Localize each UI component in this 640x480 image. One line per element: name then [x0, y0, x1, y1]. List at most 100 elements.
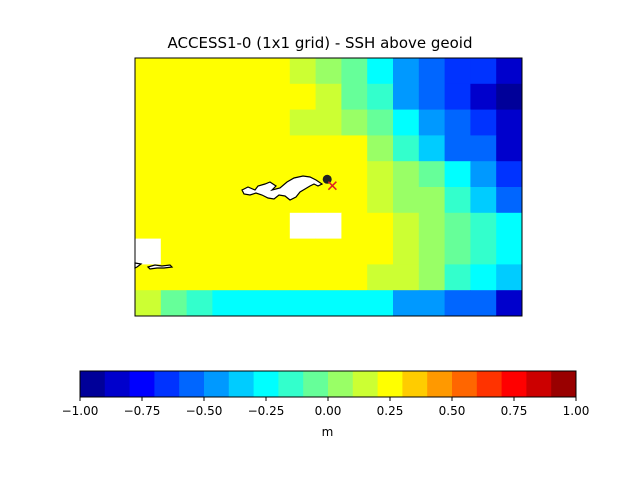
grid-cell: [418, 161, 446, 188]
grid-cell: [186, 161, 213, 188]
grid-cell: [212, 187, 239, 214]
grid-cell: [238, 109, 265, 136]
grid-cell: [444, 238, 471, 265]
plot-frame: [134, 57, 523, 317]
grid-cell: [186, 135, 213, 162]
grid-cell: [496, 212, 523, 240]
grid-cell: [160, 58, 188, 85]
colorbar-bin: [402, 371, 428, 397]
grid-cell: [470, 161, 497, 188]
grid-cell: [212, 58, 239, 85]
grid-cell: [393, 264, 420, 291]
grid-cell: [470, 135, 497, 162]
grid-cell: [264, 58, 291, 85]
grid-cell: [212, 290, 239, 317]
grid-cell: [186, 187, 213, 214]
grid-cell: [470, 83, 497, 111]
grid-cell: [341, 58, 368, 85]
grid-cell: [160, 212, 188, 240]
grid-cell: [470, 290, 497, 317]
coastline-island: [146, 264, 174, 270]
colorbar-tick-label: −1.00: [62, 404, 99, 418]
grid-cell: [444, 264, 471, 291]
grid-cell: [315, 58, 342, 85]
grid-cell: [315, 238, 342, 265]
grid-cell: [160, 187, 188, 214]
grid-cell: [341, 238, 368, 265]
grid-cell: [444, 161, 471, 188]
grid-cell: [289, 58, 317, 85]
grid-cell: [496, 83, 523, 111]
grid-cell: [212, 109, 239, 136]
grid-cell: [289, 135, 317, 162]
grid-cell: [264, 290, 291, 317]
grid-cell: [186, 83, 213, 111]
grid-cell: [212, 264, 239, 291]
grid-cell: [418, 83, 446, 111]
grid-cell: [315, 109, 342, 136]
colorbar-bin: [526, 371, 552, 397]
colorbar-bin: [328, 371, 354, 397]
grid-cell: [135, 290, 162, 317]
grid-cell: [341, 83, 368, 111]
colorbar-bin: [80, 371, 106, 397]
grid-cell: [341, 264, 368, 291]
grid-cell: [186, 264, 213, 291]
colorbar-bin: [476, 371, 503, 397]
grid-cell: [393, 58, 420, 85]
grid-cell: [470, 212, 497, 240]
grid-cell: [264, 83, 291, 111]
grid-cell: [135, 238, 162, 265]
grid-cell: [470, 264, 497, 291]
grid-cell: [418, 264, 446, 291]
colorbar-tick-label: 0.00: [315, 404, 342, 418]
grid-cell: [341, 212, 368, 240]
grid-cell: [367, 290, 394, 317]
grid-cell: [212, 238, 239, 265]
grid-cell: [496, 264, 523, 291]
grid-cell: [418, 135, 446, 162]
colorbar-bin: [204, 371, 230, 397]
colorbar-bin: [551, 371, 577, 397]
grid-cell: [135, 161, 162, 188]
grid-cell: [315, 212, 342, 240]
grid-cell: [238, 58, 265, 85]
grid-cell: [264, 238, 291, 265]
colorbar-bin: [427, 371, 453, 397]
colorbar-tick-label: 1.00: [563, 404, 590, 418]
grid-cell: [496, 187, 523, 214]
grid-cell: [393, 135, 420, 162]
grid-cell: [393, 290, 420, 317]
grid-cell: [264, 109, 291, 136]
grid-cell: [135, 212, 162, 240]
grid-cell: [367, 135, 394, 162]
colorbar-tick-label: 0.75: [501, 404, 528, 418]
colorbar-bin: [179, 371, 205, 397]
grid-cell: [315, 264, 342, 291]
grid-cell: [135, 135, 162, 162]
grid-cell: [393, 212, 420, 240]
grid-cell: [238, 135, 265, 162]
grid-cell: [418, 290, 446, 317]
grid-cell: [289, 83, 317, 111]
grid-cell: [315, 187, 342, 214]
grid-cell: [264, 212, 291, 240]
colorbar-tick-label: 0.25: [377, 404, 404, 418]
grid-cell: [212, 161, 239, 188]
grid-cell: [367, 238, 394, 265]
grid-cell: [238, 264, 265, 291]
grid-cell: [496, 238, 523, 265]
grid-cell: [315, 290, 342, 317]
grid-cell: [289, 238, 317, 265]
grid-cell: [418, 238, 446, 265]
grid-cell: [444, 212, 471, 240]
colorbar-tick-label: −0.25: [248, 404, 285, 418]
grid-cell: [341, 290, 368, 317]
grid-cell: [160, 109, 188, 136]
colorbar-label: m: [321, 425, 334, 439]
grid-cell: [315, 135, 342, 162]
grid-cell: [341, 135, 368, 162]
grid-cell: [135, 58, 162, 85]
colorbar-bin: [104, 371, 131, 397]
location-marker-x: [327, 181, 337, 191]
